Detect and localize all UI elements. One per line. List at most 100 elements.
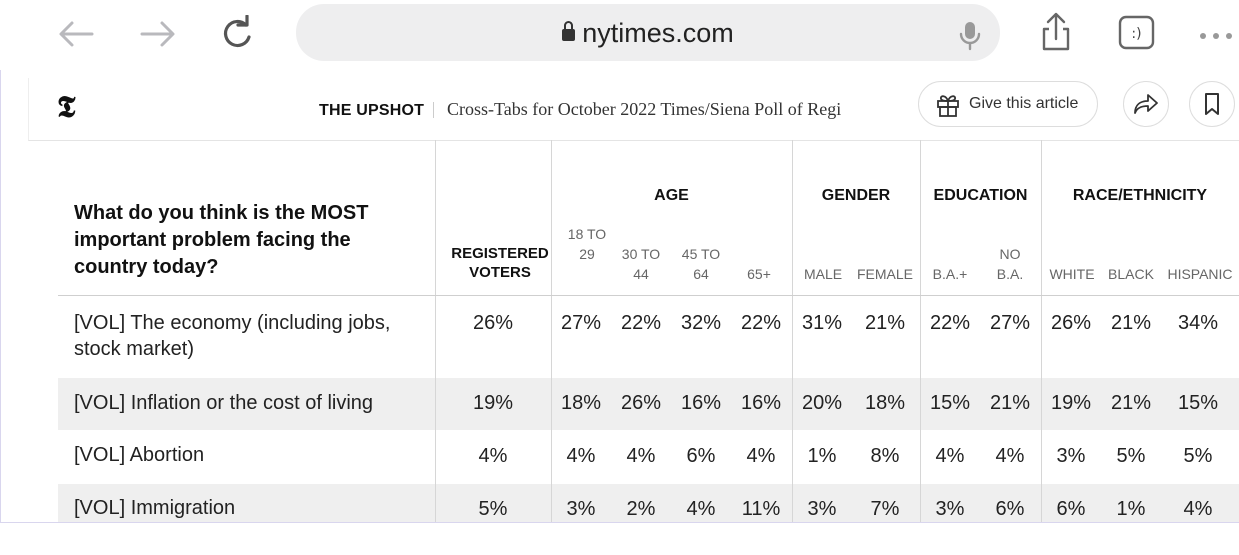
give-article-button[interactable]: Give this article (918, 81, 1098, 127)
row-label: [VOL] Abortion (74, 444, 205, 466)
question-header: What do you think is the MOST important … (74, 202, 369, 278)
cell-registered: 5% (478, 498, 508, 520)
cell-registered: 26% (472, 312, 514, 334)
column-divider (1041, 140, 1042, 523)
more-menu-icon[interactable] (1198, 28, 1238, 46)
share-button[interactable] (1123, 81, 1169, 127)
cell: 16% (740, 392, 782, 414)
section-label[interactable]: THE UPSHOT (319, 102, 425, 119)
subheader-male: MALE (803, 266, 843, 282)
cell: 3% (1056, 445, 1086, 467)
column-divider (435, 140, 436, 523)
cell: 5% (1116, 445, 1146, 467)
cell: 21% (864, 312, 906, 334)
row-shading (58, 378, 1239, 430)
cell: 2% (626, 498, 656, 520)
bookmark-icon (1205, 93, 1219, 115)
cell-registered: 4% (478, 445, 508, 467)
cell: 31% (801, 312, 843, 334)
share-arrow-icon (1134, 94, 1158, 114)
cell: 15% (1177, 392, 1219, 414)
subheader-female: FEMALE (856, 266, 913, 282)
cell: 4% (686, 498, 716, 520)
group-header-education: EDUCATION (933, 187, 1028, 204)
cell: 4% (566, 445, 596, 467)
subheader-age-18-29: 18 TO 29 (567, 226, 607, 262)
address-bar[interactable]: nytimes.com (296, 4, 1000, 61)
cell: 6% (995, 498, 1025, 520)
cell: 4% (626, 445, 656, 467)
cell: 1% (1116, 498, 1146, 520)
cell: 3% (566, 498, 596, 520)
cell: 21% (1110, 392, 1152, 414)
lock-icon (562, 21, 576, 41)
subheader-age-65-plus: 65+ (747, 266, 771, 282)
subheader-ba-plus: B.A.+ (932, 266, 968, 282)
row-label: [VOL] The economy (including jobs, stock… (74, 312, 391, 360)
column-divider (920, 140, 921, 523)
cell: 6% (686, 445, 716, 467)
cell: 16% (680, 392, 722, 414)
microphone-icon[interactable] (959, 21, 981, 56)
header-divider (58, 295, 1239, 296)
divider (433, 102, 434, 118)
subheader-hispanic: HISPANIC (1167, 266, 1233, 282)
cell: 20% (801, 392, 843, 414)
url-text: nytimes.com (582, 18, 734, 48)
cell: 21% (1110, 312, 1152, 334)
article-header-bar: 𝕿 THE UPSHOT Cross-Tabs for October 2022… (28, 78, 1239, 141)
column-divider (551, 140, 552, 523)
reload-icon[interactable] (216, 12, 260, 56)
group-header-age: AGE (654, 187, 689, 204)
subheader-age-45-64: 45 TO 64 (681, 246, 721, 282)
cell: 18% (560, 392, 602, 414)
subheader-black: BLACK (1108, 266, 1154, 282)
cell: 32% (680, 312, 722, 334)
tabs-icon[interactable]: :) (1116, 14, 1158, 57)
cell: 7% (870, 498, 900, 520)
gift-icon (935, 92, 961, 123)
cell: 15% (929, 392, 971, 414)
cell: 27% (560, 312, 602, 334)
browser-toolbar: nytimes.com :) (0, 0, 1239, 70)
cell: 27% (989, 312, 1031, 334)
frame-edge (0, 0, 1, 555)
subheader-no-ba: NO B.A. (996, 246, 1024, 282)
registered-voters-header: REGISTERED VOTERS (451, 245, 549, 281)
cell: 21% (989, 392, 1031, 414)
cell: 6% (1056, 498, 1086, 520)
cell: 4% (746, 445, 776, 467)
back-icon[interactable] (54, 12, 98, 56)
cell: 1% (807, 445, 837, 467)
cell: 4% (995, 445, 1025, 467)
cell: 22% (929, 312, 971, 334)
cell: 26% (1050, 312, 1092, 334)
svg-text::): :) (1131, 26, 1141, 42)
cell: 26% (620, 392, 662, 414)
forward-icon[interactable] (136, 12, 180, 56)
cell: 18% (864, 392, 906, 414)
page-bottom (0, 523, 1239, 555)
subheader-white: WHITE (1049, 266, 1095, 282)
cell: 11% (741, 498, 781, 520)
cell: 4% (935, 445, 965, 467)
subheader-age-30-44: 30 TO 44 (621, 246, 661, 282)
give-article-label: Give this article (969, 95, 1079, 112)
share-sheet-icon[interactable] (1036, 12, 1076, 57)
row-shading (58, 484, 1239, 523)
cell-registered: 19% (472, 392, 514, 414)
column-divider (792, 140, 793, 523)
cell: 8% (870, 445, 900, 467)
cell: 3% (807, 498, 837, 520)
bookmark-button[interactable] (1189, 81, 1235, 127)
article-title: Cross-Tabs for October 2022 Times/Siena … (447, 99, 842, 119)
frame-edge (0, 522, 1239, 523)
nyt-logo[interactable]: 𝕿 (57, 90, 76, 125)
cell: 22% (740, 312, 782, 334)
group-header-gender: GENDER (821, 187, 891, 204)
cell: 22% (620, 312, 662, 334)
group-header-race: RACE/ETHNICITY (1072, 187, 1208, 204)
row-label: [VOL] Immigration (74, 497, 236, 519)
crosstab-table: What do you think is the MOST important … (58, 140, 1239, 523)
row-label: [VOL] Inflation or the cost of living (74, 392, 374, 414)
